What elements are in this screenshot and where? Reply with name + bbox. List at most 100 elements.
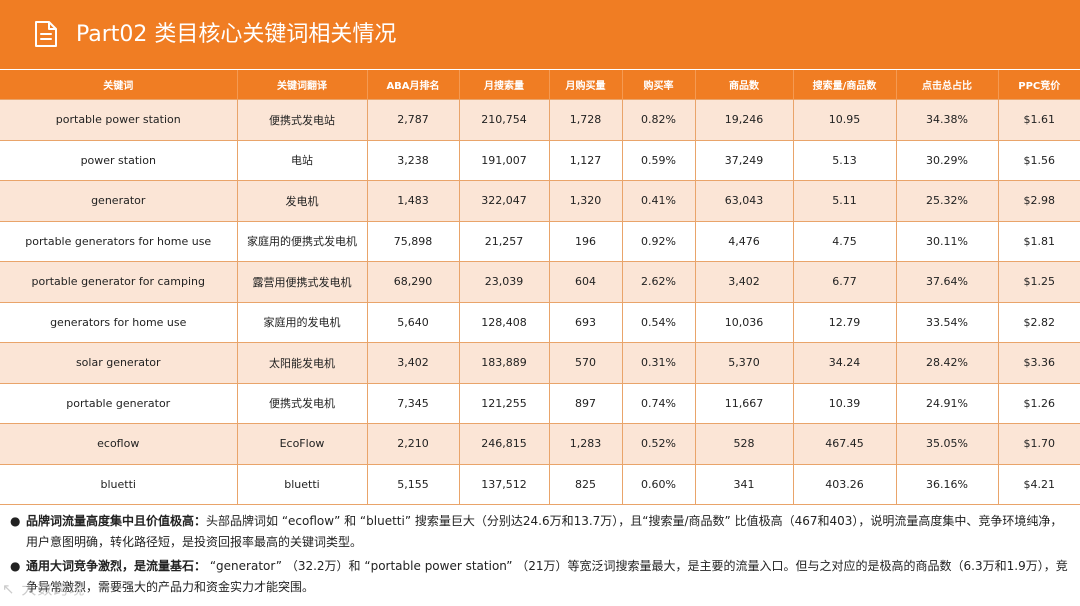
cell-aba-rank: 3,238 [366,139,459,181]
cell-search-per-product: 4.75 [792,220,896,262]
cell-monthly-search: 21,257 [458,220,549,262]
cell-translation: 太阳能发电机 [236,342,367,383]
cell-product-count: 19,246 [694,99,793,140]
cell-search-per-product: 5.11 [792,180,896,221]
cell-keyword: portable power station [0,99,237,140]
cell-product-count: 10,036 [694,301,793,343]
note-text: “generator” （32.2万）和 “portable power sta… [26,559,1068,594]
cell-search-per-product: 10.39 [792,382,896,424]
cell-product-count: 4,476 [694,220,793,262]
table-row: solar generator 太阳能发电机 3,402 183,889 570 0.31… [0,342,1080,383]
cell-purchase-rate: 0.54% [621,301,695,343]
page-title: Part02 类目核心关键词相关情况 [76,22,397,47]
cell-monthly-search: 121,255 [458,382,549,424]
col-header-product-count: 商品数 [694,70,793,100]
cell-search-per-product: 34.24 [792,342,896,383]
document-icon [35,21,57,47]
cell-search-per-product: 10.95 [792,99,896,140]
cell-monthly-search: 210,754 [458,99,549,140]
cell-keyword: portable generator for camping [0,261,237,302]
col-header-click-share: 点击总占比 [895,70,998,100]
cell-search-per-product: 467.45 [792,423,896,464]
cell-keyword: generator [0,180,237,221]
cell-purchase-rate: 2.62% [621,261,695,302]
col-header-monthly-purchase: 月购买量 [548,70,622,100]
cell-purchase-rate: 0.92% [621,220,695,262]
cell-click-share: 35.05% [895,423,998,464]
table-row: portable generator 便携式发电机 7,345 121,255 897 0… [0,382,1080,424]
cell-click-share: 28.42% [895,342,998,383]
cell-monthly-purchase: 897 [548,382,622,424]
cell-purchase-rate: 0.52% [621,423,695,464]
table-row: generators for home use 家庭用的发电机 5,640 128,4… [0,301,1080,343]
cell-ppc-bid: $1.25 [997,261,1080,302]
cell-product-count: 37,249 [694,139,793,181]
cell-purchase-rate: 0.41% [621,180,695,221]
cell-translation: bluetti [236,463,367,505]
note-item: ● 品牌词流量高度集中且价值极高：头部品牌词如 “ecoflow” 和 “blu… [10,511,1072,553]
cell-ppc-bid: $1.61 [997,99,1080,140]
cell-monthly-purchase: 1,320 [548,180,622,221]
col-header-search-per-product: 搜索量/商品数 [792,70,896,100]
bullet-icon: ● [10,514,21,528]
cell-ppc-bid: $4.21 [997,463,1080,505]
cell-monthly-search: 23,039 [458,261,549,302]
cell-click-share: 33.54% [895,301,998,343]
keyword-table: 关键词 关键词翻译 ABA月排名 月搜索量 月购买量 购买率 商品数 搜索量/商… [0,70,1080,505]
cell-aba-rank: 2,210 [366,423,459,464]
cell-translation: 露营用便携式发电机 [236,261,367,302]
cell-ppc-bid: $2.98 [997,180,1080,221]
cell-keyword: bluetti [0,463,237,505]
table-header-row: 关键词 关键词翻译 ABA月排名 月搜索量 月购买量 购买率 商品数 搜索量/商… [0,70,1080,100]
page-header: Part02 类目核心关键词相关情况 [0,0,1080,69]
cell-aba-rank: 68,290 [366,261,459,302]
cell-translation: 发电机 [236,180,367,221]
cell-monthly-search: 137,512 [458,463,549,505]
table-row: portable generator for camping 露营用便携式发电机 6… [0,261,1080,302]
cell-product-count: 528 [694,423,793,464]
cell-click-share: 36.16% [895,463,998,505]
table-row: bluetti bluetti 5,155 137,512 825 0.60% 341 403… [0,463,1080,505]
col-header-aba-rank: ABA月排名 [366,70,459,100]
cell-keyword: power station [0,139,237,181]
cell-aba-rank: 75,898 [366,220,459,262]
col-header-purchase-rate: 购买率 [621,70,695,100]
note-item: ● 通用大词竞争激烈，是流量基石： “generator” （32.2万）和 “… [10,556,1072,598]
cell-aba-rank: 3,402 [366,342,459,383]
cell-aba-rank: 7,345 [366,382,459,424]
note-text: 头部品牌词如 “ecoflow” 和 “bluetti” 搜索量巨大（分别达24… [26,514,1063,549]
cell-click-share: 37.64% [895,261,998,302]
cell-keyword: solar generator [0,342,237,383]
cell-ppc-bid: $1.81 [997,220,1080,262]
cell-translation: 电站 [236,139,367,181]
col-header-keyword: 关键词 [0,70,237,100]
cell-click-share: 30.29% [895,139,998,181]
cell-click-share: 30.11% [895,220,998,262]
cell-click-share: 34.38% [895,99,998,140]
cell-ppc-bid: $1.26 [997,382,1080,424]
cell-search-per-product: 5.13 [792,139,896,181]
cell-ppc-bid: $1.56 [997,139,1080,181]
cell-purchase-rate: 0.74% [621,382,695,424]
col-header-translation: 关键词翻译 [236,70,367,100]
cell-keyword: portable generators for home use [0,220,237,262]
cell-product-count: 11,667 [694,382,793,424]
cell-keyword: portable generator [0,382,237,424]
cell-monthly-search: 183,889 [458,342,549,383]
cell-monthly-purchase: 196 [548,220,622,262]
cell-monthly-search: 191,007 [458,139,549,181]
cell-product-count: 3,402 [694,261,793,302]
cell-ppc-bid: $1.70 [997,423,1080,464]
cell-keyword: generators for home use [0,301,237,343]
cell-monthly-purchase: 570 [548,342,622,383]
cell-monthly-purchase: 825 [548,463,622,505]
cell-ppc-bid: $2.82 [997,301,1080,343]
col-header-ppc-bid: PPC竞价 [997,70,1080,100]
notes-section: ● 品牌词流量高度集中且价值极高：头部品牌词如 “ecoflow” 和 “blu… [10,511,1072,601]
cell-translation: 家庭用的发电机 [236,301,367,343]
col-header-monthly-search: 月搜索量 [458,70,549,100]
table-row: generator 发电机 1,483 322,047 1,320 0.41% 63,043… [0,180,1080,221]
cell-purchase-rate: 0.59% [621,139,695,181]
cell-product-count: 341 [694,463,793,505]
cell-translation: 便携式发电站 [236,99,367,140]
